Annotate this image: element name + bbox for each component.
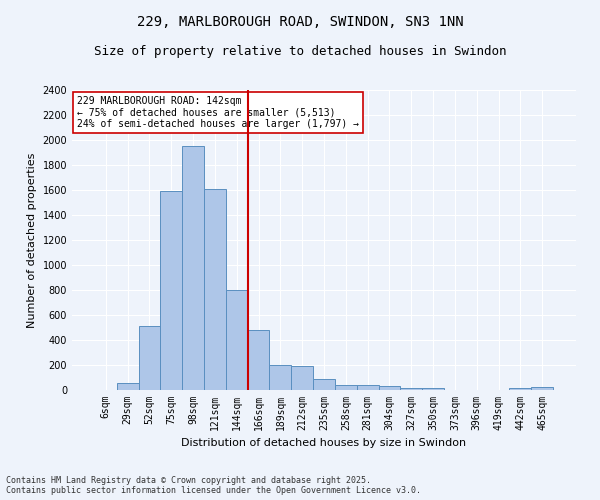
Bar [313,379,335,390]
Text: 229, MARLBOROUGH ROAD, SWINDON, SN3 1NN: 229, MARLBOROUGH ROAD, SWINDON, SN3 1NN [137,15,463,29]
Text: 229 MARLBOROUGH ROAD: 142sqm
← 75% of detached houses are smaller (5,513)
24% of: 229 MARLBOROUGH ROAD: 142sqm ← 75% of de… [77,96,359,129]
Bar [531,387,553,390]
Bar [204,188,226,390]
Bar [269,365,291,390]
Bar [357,385,379,390]
Bar [248,330,269,390]
Bar [422,388,444,390]
Text: Size of property relative to detached houses in Swindon: Size of property relative to detached ho… [94,45,506,58]
Bar [400,388,422,390]
Bar [117,383,139,390]
Text: Contains HM Land Registry data © Crown copyright and database right 2025.
Contai: Contains HM Land Registry data © Crown c… [6,476,421,495]
Bar [160,191,182,390]
Bar [226,290,248,390]
Bar [335,385,357,390]
X-axis label: Distribution of detached houses by size in Swindon: Distribution of detached houses by size … [181,438,467,448]
Bar [139,326,160,390]
Bar [509,388,531,390]
Bar [291,366,313,390]
Y-axis label: Number of detached properties: Number of detached properties [27,152,37,328]
Bar [182,146,204,390]
Bar [379,386,400,390]
